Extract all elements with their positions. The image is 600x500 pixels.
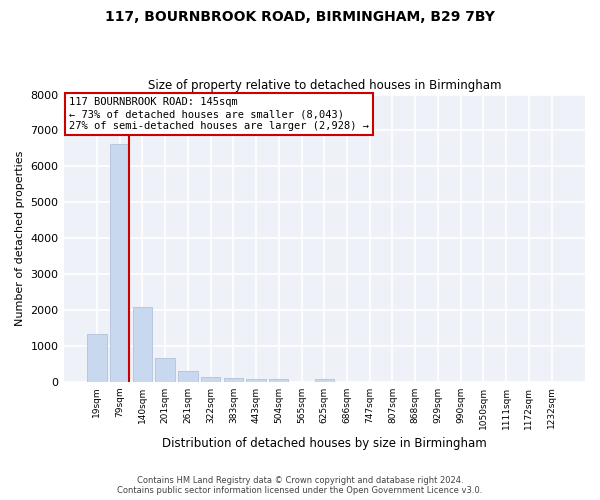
Title: Size of property relative to detached houses in Birmingham: Size of property relative to detached ho… xyxy=(148,79,501,92)
Bar xyxy=(201,376,220,382)
Bar xyxy=(224,378,243,382)
Bar xyxy=(110,144,130,382)
Text: 117 BOURNBROOK ROAD: 145sqm
← 73% of detached houses are smaller (8,043)
27% of : 117 BOURNBROOK ROAD: 145sqm ← 73% of det… xyxy=(69,98,369,130)
Bar xyxy=(314,380,334,382)
Bar xyxy=(155,358,175,382)
Bar xyxy=(87,334,107,382)
Bar xyxy=(247,379,266,382)
Bar xyxy=(133,307,152,382)
Text: 117, BOURNBROOK ROAD, BIRMINGHAM, B29 7BY: 117, BOURNBROOK ROAD, BIRMINGHAM, B29 7B… xyxy=(105,10,495,24)
Text: Contains HM Land Registry data © Crown copyright and database right 2024.
Contai: Contains HM Land Registry data © Crown c… xyxy=(118,476,482,495)
X-axis label: Distribution of detached houses by size in Birmingham: Distribution of detached houses by size … xyxy=(162,437,487,450)
Y-axis label: Number of detached properties: Number of detached properties xyxy=(15,150,25,326)
Bar xyxy=(269,379,289,382)
Bar xyxy=(178,371,197,382)
